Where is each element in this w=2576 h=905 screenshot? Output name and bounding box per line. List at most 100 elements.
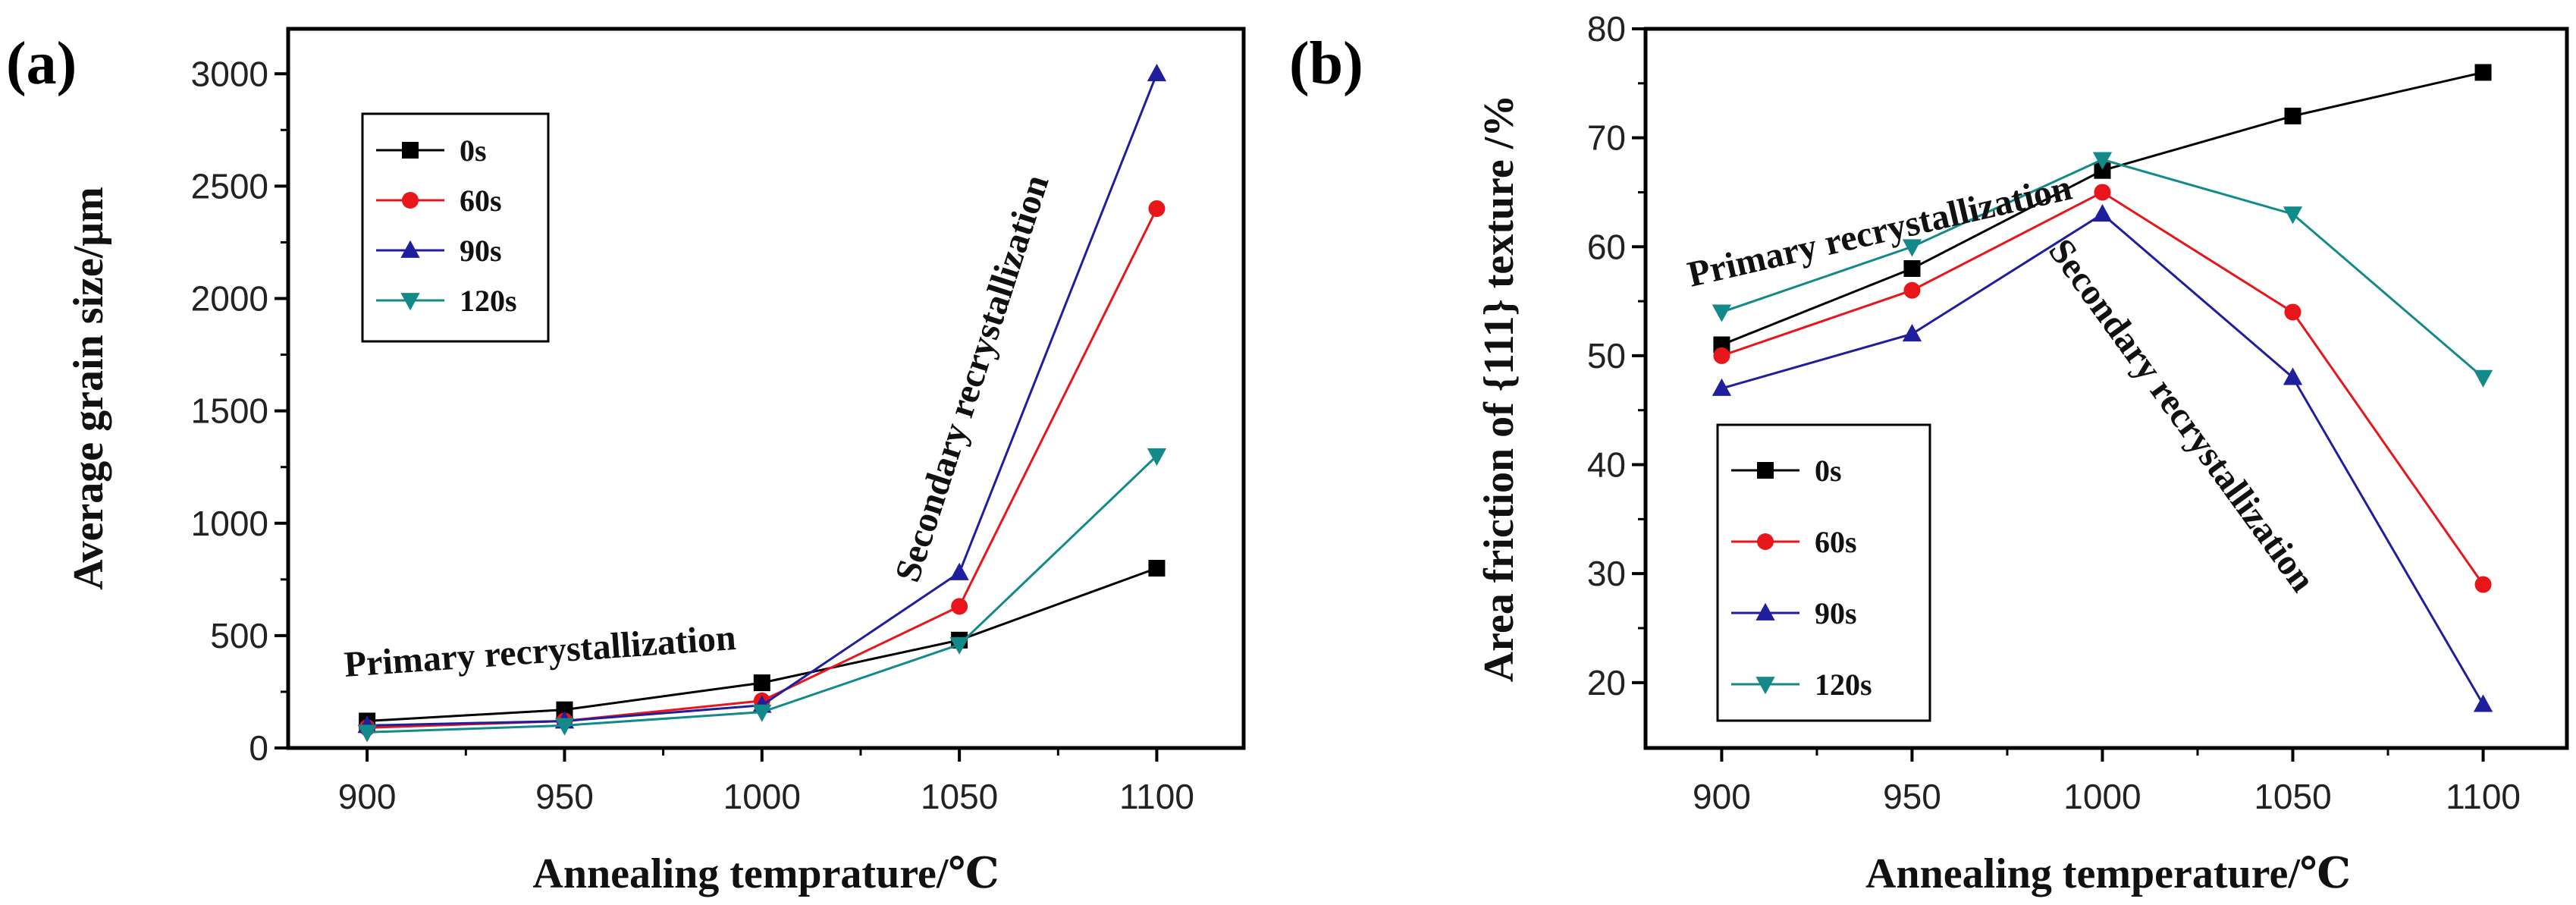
- y-tick-label: 2500: [191, 166, 268, 206]
- x-tick-label: 950: [1883, 777, 1941, 816]
- data-point-120s: [1147, 448, 1167, 467]
- data-point-120s: [2092, 152, 2113, 170]
- legend-label-60s: 60s: [460, 184, 502, 218]
- data-point-0s: [2094, 162, 2111, 179]
- y-tick-label: 40: [1587, 445, 1626, 485]
- x-tick-label: 1050: [2254, 777, 2331, 816]
- legend-label-90s: 90s: [460, 234, 502, 268]
- y-tick-label: 80: [1587, 9, 1626, 49]
- x-tick-label: 1100: [1119, 777, 1194, 816]
- legend-label-0s: 0s: [1815, 454, 1842, 488]
- panel-a-y-axis-title: Average grain size/μm: [65, 187, 112, 589]
- legend-marker-120s: [1756, 677, 1775, 695]
- legend-label-60s: 60s: [1815, 525, 1857, 559]
- data-point-120s: [1712, 304, 1732, 322]
- data-point-90s: [1147, 64, 1167, 82]
- panel-a-series: [357, 64, 1167, 743]
- y-tick-label: 0: [249, 728, 268, 768]
- data-point-90s: [2092, 203, 2113, 222]
- data-point-120s: [752, 704, 772, 722]
- series-0s: [1713, 64, 2492, 354]
- panel-a-x-axis-title: Annealing temprature/℃: [532, 850, 999, 897]
- data-point-0s: [1903, 260, 1921, 277]
- y-tick-label: 20: [1587, 663, 1626, 702]
- panel-b-y-axis-title: Area friction of {111} texture /%: [1476, 95, 1523, 683]
- panel-b-legend-box: [1716, 423, 1931, 722]
- data-point-120s: [357, 724, 377, 743]
- y-tick-label: 1000: [191, 504, 268, 543]
- data-point-60s: [951, 598, 968, 615]
- panel-b-plot-frame: [1643, 27, 2569, 750]
- panel-b-y-ticks: 20 30 40 50 60 70 80: [1587, 9, 1646, 702]
- data-point-90s: [2473, 694, 2493, 712]
- data-point-0s: [753, 674, 770, 692]
- panel-b-secondary-annotation: Secondary recrystallization: [2041, 231, 2323, 599]
- legend-marker-60s: [402, 192, 419, 209]
- x-tick-label: 1050: [921, 777, 998, 816]
- panel-a-primary-annotation: Primary recrystallization: [343, 617, 737, 685]
- data-point-60s: [1148, 200, 1166, 217]
- data-point-0s: [2284, 107, 2301, 124]
- panel-b-legend: 0s 60s 90s 120s: [1716, 423, 1931, 722]
- series-90s: [1712, 203, 2493, 712]
- data-point-60s: [2094, 184, 2111, 201]
- series-120s: [1712, 152, 2493, 388]
- data-point-120s: [949, 636, 969, 655]
- legend-marker-0s: [402, 142, 419, 159]
- data-point-90s: [949, 562, 969, 580]
- panel-b-x-ticks: 900 950 1000 1050 1100: [1693, 748, 2521, 816]
- legend-marker-90s: [400, 240, 420, 258]
- y-tick-label: 3000: [191, 54, 268, 93]
- y-tick-label: 60: [1587, 227, 1626, 266]
- x-tick-label: 900: [1693, 777, 1751, 816]
- legend-marker-0s: [1757, 462, 1774, 479]
- y-tick-label: 1500: [191, 391, 268, 431]
- data-point-60s: [1713, 347, 1730, 364]
- legend-label-120s: 120s: [460, 284, 517, 318]
- legend-label-90s: 90s: [1815, 596, 1857, 630]
- legend-label-120s: 120s: [1815, 668, 1872, 702]
- panel-b-primary-annotation: Primary recrystallization: [1684, 168, 2076, 295]
- y-tick-label: 2000: [191, 279, 268, 319]
- y-tick-label: 500: [210, 616, 268, 655]
- legend-marker-60s: [1757, 533, 1774, 550]
- data-point-0s: [2474, 64, 2492, 81]
- legend-marker-120s: [400, 293, 420, 311]
- data-point-90s: [2283, 367, 2303, 385]
- panel-a-grain-size-chart: (a) 900 950 1000 1050 1100 0 500 1000 1500 2000 2…: [6, 27, 1246, 897]
- panel-a-secondary-annotation: Secondary recrystallization: [887, 170, 1057, 586]
- x-tick-label: 950: [535, 777, 594, 816]
- panel-a-legend-box: [361, 112, 550, 343]
- panel-a-plot-frame: [286, 27, 1246, 750]
- panel-b-label: (b): [1289, 30, 1363, 97]
- x-tick-label: 1100: [2446, 777, 2521, 816]
- legend-marker-90s: [1756, 602, 1775, 621]
- panel-b-series: [1712, 64, 2493, 712]
- data-point-120s: [1902, 239, 1922, 257]
- series-120s: [357, 448, 1167, 743]
- y-tick-label: 30: [1587, 554, 1626, 593]
- data-point-90s: [1712, 378, 1732, 396]
- data-point-120s: [2473, 369, 2493, 388]
- legend-label-0s: 0s: [460, 134, 487, 168]
- x-tick-label: 1000: [2063, 777, 2141, 816]
- y-tick-label: 70: [1587, 118, 1626, 158]
- panel-b-texture-chart: (b) 900 950 1000 1050 1100 20 30 40 50 60 70 80 An…: [1289, 9, 2569, 897]
- series-60s: [1713, 184, 2492, 593]
- panel-a-label: (a): [6, 30, 77, 97]
- data-point-120s: [2283, 206, 2303, 225]
- y-tick-label: 50: [1587, 336, 1626, 376]
- data-point-60s: [2474, 576, 2492, 593]
- panel-a-legend: 0s 60s 90s 120s: [361, 112, 550, 343]
- data-point-0s: [1148, 560, 1166, 577]
- panel-a-y-ticks: 0 500 1000 1500 2000 2500 3000: [191, 54, 288, 768]
- data-point-120s: [554, 718, 575, 736]
- panel-a-x-ticks: 900 950 1000 1050 1100: [338, 748, 1194, 816]
- panel-b-x-axis-title: Annealing temperature/℃: [1865, 850, 2351, 897]
- data-point-60s: [1903, 281, 1921, 299]
- x-tick-label: 1000: [723, 777, 801, 816]
- data-point-90s: [1902, 323, 1922, 342]
- x-tick-label: 900: [338, 777, 397, 816]
- data-point-60s: [2284, 303, 2301, 321]
